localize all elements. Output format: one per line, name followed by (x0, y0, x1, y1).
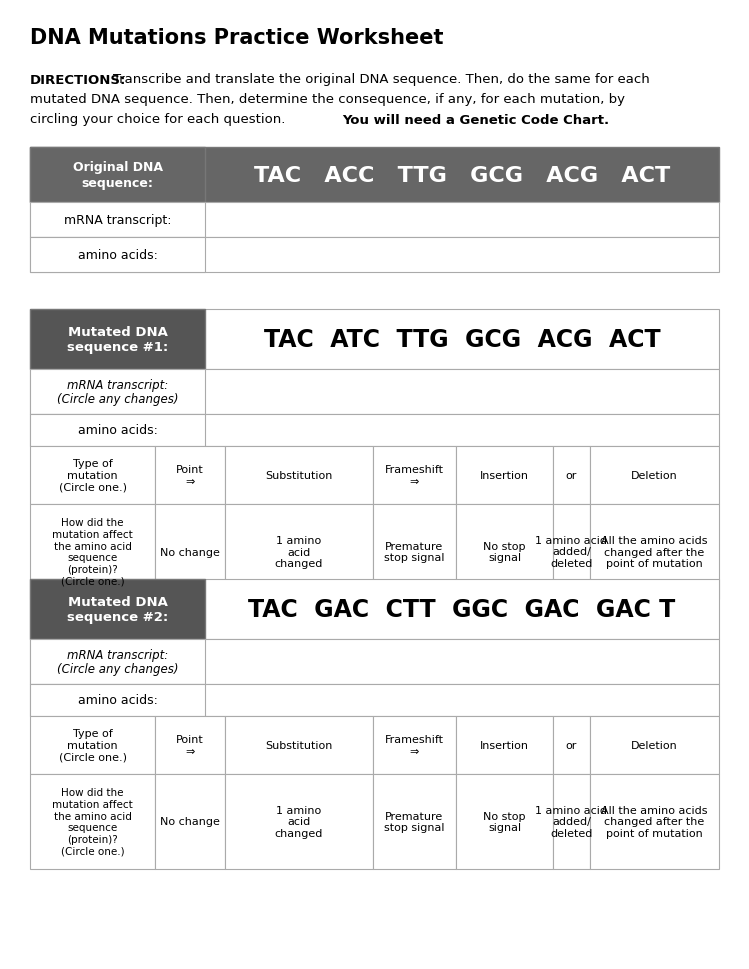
Text: How did the
mutation affect
the amino acid
sequence
(protein)?
(Circle one.): How did the mutation affect the amino ac… (52, 788, 133, 856)
Text: 1 amino acid
added/
deleted: 1 amino acid added/ deleted (536, 805, 607, 838)
Text: Type of
mutation
(Circle one.): Type of mutation (Circle one.) (58, 459, 127, 492)
Bar (590, 716, 719, 774)
Bar (30, 684, 719, 716)
Bar (553, 774, 590, 869)
Text: Substitution: Substitution (265, 471, 333, 481)
Text: Premature
stop signal: Premature stop signal (384, 541, 445, 563)
Bar (30, 237, 205, 272)
Text: mRNA transcript:
(Circle any changes): mRNA transcript: (Circle any changes) (57, 648, 178, 675)
Text: Frameshift
⇒: Frameshift ⇒ (385, 465, 444, 486)
Bar (590, 505, 719, 600)
Bar (553, 447, 590, 505)
Bar (373, 447, 456, 505)
Bar (30, 310, 719, 369)
Bar (30, 447, 155, 505)
Bar (30, 640, 719, 684)
Bar (553, 505, 590, 600)
Bar (456, 774, 553, 869)
Text: 1 amino
acid
changed: 1 amino acid changed (275, 805, 323, 838)
Bar (155, 505, 225, 600)
Bar (590, 447, 719, 505)
Text: or: or (565, 740, 577, 750)
Text: amino acids:: amino acids: (78, 694, 157, 706)
Bar (456, 447, 553, 505)
Bar (225, 774, 373, 869)
Text: Insertion: Insertion (480, 740, 529, 750)
Text: Mutated DNA
sequence #1:: Mutated DNA sequence #1: (67, 326, 168, 354)
Text: Frameshift
⇒: Frameshift ⇒ (385, 735, 444, 756)
Text: All the amino acids
changed after the
point of mutation: All the amino acids changed after the po… (601, 805, 708, 838)
Text: Premature
stop signal: Premature stop signal (384, 811, 445, 832)
Bar (30, 774, 155, 869)
Text: DIRECTIONS:: DIRECTIONS: (30, 74, 127, 86)
Bar (30, 684, 205, 716)
Text: No change: No change (160, 817, 220, 827)
Bar (155, 447, 225, 505)
Bar (30, 237, 719, 272)
Bar (30, 579, 205, 640)
Text: or: or (565, 471, 577, 481)
Bar (225, 716, 373, 774)
Bar (456, 716, 553, 774)
Text: amino acids:: amino acids: (78, 249, 157, 262)
Bar (30, 415, 719, 447)
Bar (553, 716, 590, 774)
Bar (30, 505, 155, 600)
Bar (155, 716, 225, 774)
Text: No stop
signal: No stop signal (483, 811, 526, 832)
Bar (30, 369, 205, 415)
Bar (456, 505, 553, 600)
Bar (30, 148, 205, 203)
Text: Type of
mutation
(Circle one.): Type of mutation (Circle one.) (58, 729, 127, 762)
Text: DNA Mutations Practice Worksheet: DNA Mutations Practice Worksheet (30, 28, 443, 47)
Bar (225, 447, 373, 505)
Bar (30, 369, 719, 415)
Text: You will need a Genetic Code Chart.: You will need a Genetic Code Chart. (342, 113, 609, 126)
Text: TAC  GAC  CTT  GGC  GAC  GAC T: TAC GAC CTT GGC GAC GAC T (249, 597, 676, 621)
Text: mRNA transcript:
(Circle any changes): mRNA transcript: (Circle any changes) (57, 378, 178, 406)
Text: No change: No change (160, 547, 220, 557)
Bar (30, 716, 155, 774)
Bar (30, 415, 205, 447)
Text: mRNA transcript:: mRNA transcript: (64, 214, 172, 227)
Bar (30, 310, 205, 369)
Bar (30, 203, 719, 237)
Text: mutated DNA sequence. Then, determine the consequence, if any, for each mutation: mutated DNA sequence. Then, determine th… (30, 93, 625, 107)
Text: TAC  ATC  TTG  GCG  ACG  ACT: TAC ATC TTG GCG ACG ACT (264, 328, 661, 352)
Text: Point
⇒: Point ⇒ (176, 735, 204, 756)
Text: TAC   ACC   TTG   GCG   ACG   ACT: TAC ACC TTG GCG ACG ACT (254, 166, 670, 185)
Text: All the amino acids
changed after the
point of mutation: All the amino acids changed after the po… (601, 535, 708, 569)
Bar (225, 505, 373, 600)
Text: How did the
mutation affect
the amino acid
sequence
(protein)?
(Circle one.): How did the mutation affect the amino ac… (52, 518, 133, 586)
Bar (155, 774, 225, 869)
Text: Transcribe and translate the original DNA sequence. Then, do the same for each: Transcribe and translate the original DN… (113, 74, 649, 86)
Bar (30, 579, 719, 640)
Text: circling your choice for each question.: circling your choice for each question. (30, 113, 290, 126)
Text: No stop
signal: No stop signal (483, 541, 526, 563)
Bar (373, 505, 456, 600)
Bar (590, 774, 719, 869)
Bar (373, 774, 456, 869)
Text: Mutated DNA
sequence #2:: Mutated DNA sequence #2: (67, 595, 168, 623)
Text: 1 amino acid
added/
deleted: 1 amino acid added/ deleted (536, 535, 607, 569)
Text: Substitution: Substitution (265, 740, 333, 750)
Text: Original DNA
sequence:: Original DNA sequence: (73, 161, 163, 189)
Text: Deletion: Deletion (631, 740, 678, 750)
Bar (373, 716, 456, 774)
Text: 1 amino
acid
changed: 1 amino acid changed (275, 535, 323, 569)
Text: Insertion: Insertion (480, 471, 529, 481)
Bar (30, 640, 205, 684)
Text: Point
⇒: Point ⇒ (176, 465, 204, 486)
Text: amino acids:: amino acids: (78, 424, 157, 437)
Bar (30, 148, 719, 203)
Text: Deletion: Deletion (631, 471, 678, 481)
Bar (30, 203, 205, 237)
